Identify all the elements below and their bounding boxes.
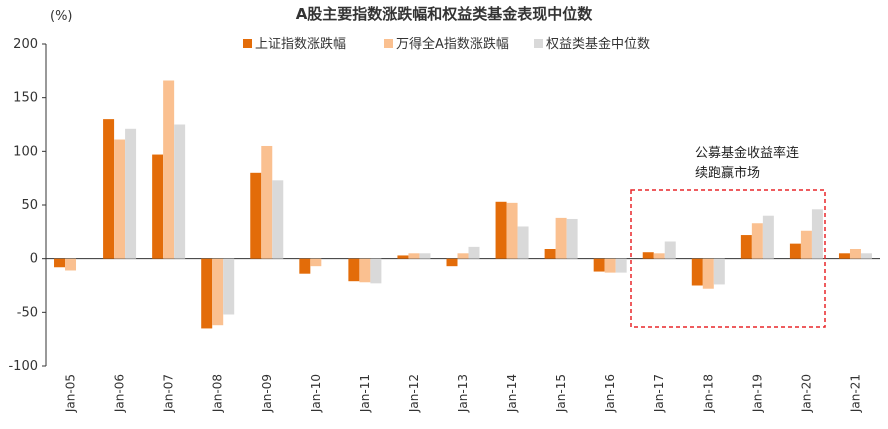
x-tick-label: Jan-05 — [64, 374, 78, 413]
annotation-box — [630, 189, 826, 328]
legend-swatch-series-2 — [384, 39, 393, 48]
x-tick-label: Jan-07 — [162, 374, 176, 413]
y-tick-label: -100 — [8, 359, 38, 374]
bar-Jan-18-series-3 — [713, 258, 725, 285]
bar-Jan-12-series-3 — [419, 253, 431, 259]
bar-Jan-06-series-2 — [114, 139, 126, 259]
y-tick-label: 100 — [13, 144, 38, 159]
x-tick-label: Jan-21 — [848, 374, 862, 413]
legend-swatch-series-3 — [534, 39, 543, 48]
annotation-line-2: 续跑赢市场 — [695, 165, 760, 181]
bar-Jan-15-series-2 — [555, 217, 567, 259]
bar-Jan-06-series-1 — [103, 119, 115, 259]
bar-Jan-09-series-3 — [272, 180, 284, 259]
x-tick-label: Jan-16 — [603, 374, 617, 413]
bar-Jan-17-series-1 — [642, 252, 654, 259]
x-tick-label: Jan-20 — [799, 374, 813, 413]
bar-Jan-13-series-1 — [446, 258, 458, 267]
y-tick-label: -50 — [17, 305, 38, 320]
x-tick-label: Jan-17 — [652, 374, 666, 413]
bar-Jan-16-series-2 — [604, 258, 616, 273]
bar-Jan-21-series-3 — [860, 253, 872, 259]
legend: 上证指数涨跌幅 万得全A指数涨跌幅 权益类基金中位数 — [243, 36, 650, 52]
annotation-line-1: 公募基金收益率连 — [695, 145, 799, 161]
bar-Jan-16-series-3 — [615, 258, 627, 273]
x-axis-labels: Jan-05 Jan-06 Jan-07 Jan-08 Jan-09 Jan-10 Jan-… — [64, 374, 863, 413]
bar-Jan-07-series-3 — [174, 124, 186, 259]
bar-Jan-08-series-3 — [223, 258, 235, 315]
x-tick-label: Jan-06 — [113, 374, 127, 413]
x-tick-label: Jan-14 — [505, 374, 519, 413]
x-tick-label: Jan-11 — [358, 374, 372, 413]
bar-Jan-13-series-3 — [468, 246, 480, 259]
bar-Jan-08-series-1 — [201, 258, 213, 329]
y-tick-label: 150 — [13, 91, 38, 106]
x-tick-label: Jan-15 — [554, 374, 568, 413]
bar-Jan-11-series-3 — [370, 258, 382, 284]
bar-Jan-17-series-3 — [664, 241, 676, 259]
bar-Jan-20-series-2 — [800, 230, 812, 259]
bar-Jan-05-series-2 — [65, 258, 77, 271]
bar-Jan-15-series-1 — [544, 249, 556, 259]
y-tick-label: 0 — [30, 252, 38, 267]
x-tick-label: Jan-09 — [260, 374, 274, 413]
bar-Jan-10-series-2 — [310, 258, 322, 267]
bar-Jan-19-series-3 — [762, 215, 774, 259]
y-axis-unit-label: (%) — [50, 9, 73, 24]
y-tick-label: 200 — [13, 37, 38, 52]
bar-Jan-12-series-1 — [397, 255, 409, 259]
bar-Jan-19-series-1 — [740, 235, 752, 259]
bar-Jan-21-series-1 — [838, 253, 850, 259]
bar-Jan-17-series-2 — [653, 253, 665, 259]
x-tick-label: Jan-19 — [750, 374, 764, 413]
bar-Jan-07-series-1 — [152, 154, 164, 259]
bar-Jan-15-series-3 — [566, 218, 578, 259]
bar-Jan-09-series-2 — [261, 145, 273, 259]
bar-Jan-18-series-1 — [691, 258, 703, 286]
bar-Jan-21-series-2 — [849, 249, 861, 259]
bar-Jan-12-series-2 — [408, 253, 420, 259]
bar-Jan-13-series-2 — [457, 253, 469, 259]
bar-Jan-07-series-2 — [163, 80, 175, 259]
legend-swatch-series-1 — [243, 39, 252, 48]
bar-Jan-11-series-2 — [359, 258, 371, 283]
x-tick-label: Jan-13 — [456, 374, 470, 413]
bar-Jan-14-series-1 — [495, 201, 507, 259]
bar-Jan-05-series-1 — [54, 258, 66, 268]
x-tick-label: Jan-10 — [309, 374, 323, 413]
bar-Jan-20-series-3 — [811, 209, 823, 259]
bar-Jan-14-series-2 — [506, 202, 518, 259]
bar-Jan-06-series-3 — [125, 128, 137, 259]
bar-Jan-19-series-2 — [751, 223, 763, 259]
legend-label-series-2: 万得全A指数涨跌幅 — [396, 36, 509, 52]
legend-label-series-3: 权益类基金中位数 — [546, 36, 650, 52]
x-tick-label: Jan-08 — [211, 374, 225, 413]
legend-label-series-1: 上证指数涨跌幅 — [255, 36, 346, 52]
bar-Jan-11-series-1 — [348, 258, 360, 282]
bar-Jan-16-series-1 — [593, 258, 605, 272]
bars-group — [54, 80, 872, 329]
y-tick-label: 50 — [21, 198, 38, 213]
bar-Jan-18-series-2 — [702, 258, 714, 289]
x-tick-label: Jan-18 — [701, 374, 715, 413]
bar-Jan-10-series-1 — [299, 258, 311, 274]
bar-Jan-08-series-2 — [212, 258, 224, 326]
y-axis-ticks: 200 150 100 50 0 -50 -100 — [8, 37, 46, 374]
chart-title: A股主要指数涨跌幅和权益类基金表现中位数 — [296, 5, 594, 23]
bar-Jan-20-series-1 — [789, 243, 801, 259]
x-tick-label: Jan-12 — [407, 374, 421, 413]
bar-Jan-09-series-1 — [250, 172, 262, 259]
bar-Jan-14-series-3 — [517, 226, 529, 259]
